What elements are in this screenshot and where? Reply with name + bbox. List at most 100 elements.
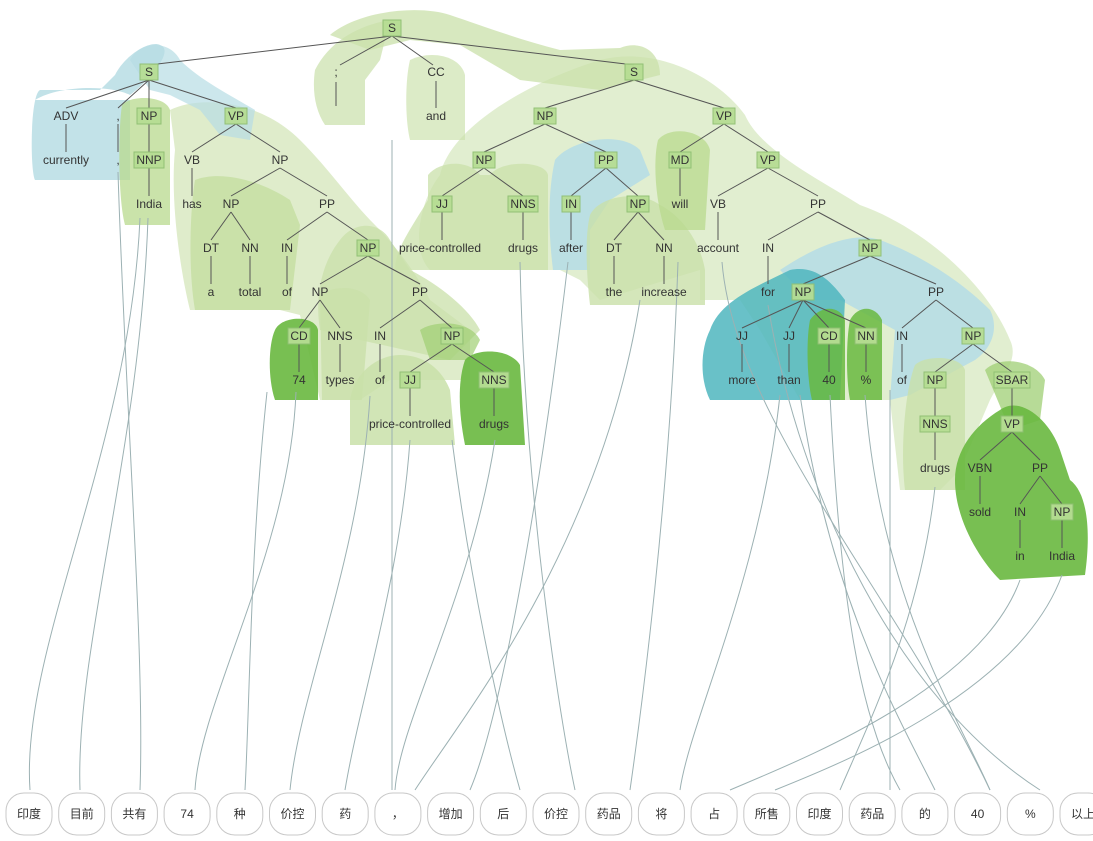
- node-s-right: S: [630, 65, 638, 79]
- token-text: 增加: [439, 807, 463, 821]
- token-text: 占: [708, 806, 720, 821]
- align-curve: [721, 261, 991, 791]
- node-np-74types: NP: [312, 285, 329, 299]
- tree-edge: [934, 343, 974, 373]
- align-curve: [519, 261, 576, 791]
- token-box-outline: [5, 792, 53, 836]
- tree-edge: [148, 35, 393, 66]
- alignment-curves: [28, 140, 1063, 791]
- tag-box: [1050, 503, 1074, 521]
- node-np-more: NP: [795, 285, 812, 299]
- tree-edge: [339, 35, 393, 66]
- token-text: ，: [392, 807, 404, 821]
- token-box-outline: [954, 792, 1002, 836]
- token-text: 价控: [280, 807, 304, 821]
- token-text: 价控: [544, 807, 568, 821]
- node-np-pcd-2: NP: [476, 153, 493, 167]
- word-74: 74: [292, 373, 306, 387]
- token-box: 种: [216, 792, 264, 836]
- node-np-atotal: NP: [223, 197, 240, 211]
- word-price-controlled-2: price-controlled: [399, 241, 481, 255]
- tree-edge: [367, 255, 421, 285]
- align-curve: [117, 171, 142, 791]
- tree-edge: [286, 211, 328, 241]
- token-text: 药品: [860, 807, 884, 821]
- tree-edge: [637, 211, 665, 241]
- word-pct: %: [861, 373, 872, 387]
- token-box-outline: [901, 792, 949, 836]
- word-account: account: [697, 241, 740, 255]
- node-np-big: NP: [862, 241, 879, 255]
- node-pp-of: PP: [319, 197, 335, 211]
- token-box: 以上: [1059, 792, 1093, 836]
- tag-box: [440, 327, 464, 345]
- tag-box: [961, 327, 985, 345]
- node-jj-than: JJ: [783, 329, 795, 343]
- align-curve: [394, 439, 496, 791]
- token-box-outline: [427, 792, 475, 836]
- token-text: 所售: [755, 806, 779, 821]
- token-box: 印度: [796, 792, 843, 836]
- node-semicolon: ;: [334, 65, 337, 79]
- node-nns-types: NNS: [327, 329, 352, 343]
- align-curve: [629, 261, 679, 791]
- highlight-root: [330, 10, 660, 90]
- tag-box: [1000, 415, 1024, 433]
- token-text: 种: [234, 807, 246, 821]
- tag-box: [993, 371, 1031, 389]
- align-curve: [469, 261, 569, 791]
- tree-edge: [230, 211, 251, 241]
- align-curve: [829, 394, 901, 791]
- token-box: 占: [690, 792, 738, 836]
- tree-edge: [483, 167, 524, 197]
- tree-edge: [802, 299, 830, 329]
- node-cc: CC: [427, 65, 445, 79]
- tree-edge: [409, 343, 453, 373]
- tag-box: [382, 19, 402, 37]
- word-of-2: of: [375, 373, 386, 387]
- word-the: the: [606, 285, 623, 299]
- align-curve: [79, 217, 149, 791]
- tag-box: [399, 371, 421, 389]
- token-box: 后: [479, 792, 527, 836]
- tree-edge: [1011, 431, 1041, 461]
- token-box: 价控: [269, 792, 316, 836]
- token-text: 将: [655, 807, 667, 821]
- tree-edge: [741, 299, 804, 329]
- node-vb-has: VB: [184, 153, 200, 167]
- node-adv: ADV: [54, 109, 79, 123]
- align-curve: [344, 439, 411, 791]
- node-jj-pc-1: JJ: [404, 373, 416, 387]
- tree-edge: [419, 299, 453, 329]
- token-box: 药品: [585, 792, 633, 836]
- tree-edge: [319, 255, 369, 285]
- token-box: ，: [374, 792, 422, 836]
- tree-edge: [817, 211, 871, 241]
- tag-box: [712, 107, 736, 125]
- word-than: than: [777, 373, 800, 387]
- node-nn-increase: NN: [655, 241, 672, 255]
- tree-edge: [379, 299, 421, 329]
- tree-edge: [570, 167, 607, 197]
- tag-box: [923, 371, 947, 389]
- tree-edge: [191, 123, 237, 153]
- tag-boxes: [133, 19, 1074, 521]
- token-box: 价控: [532, 792, 580, 836]
- token-text: 共有: [122, 807, 146, 821]
- tree-edge: [391, 35, 434, 66]
- token-text: 印度: [807, 806, 831, 821]
- node-jj-more: JJ: [736, 329, 748, 343]
- token-box-outline: [58, 792, 106, 836]
- tree-edge: [869, 255, 937, 285]
- node-np-74: NP: [360, 241, 377, 255]
- tag-box: [224, 107, 248, 125]
- token-box-outline: [532, 792, 580, 836]
- token-box-outline: [848, 792, 896, 836]
- word-india-2: India: [1049, 549, 1075, 563]
- token-box: 药品: [848, 792, 896, 836]
- node-pp-of-2: PP: [412, 285, 428, 299]
- node-nns-drugs-3: NNS: [922, 417, 947, 431]
- tree-edge: [605, 167, 639, 197]
- tag-box: [431, 195, 453, 213]
